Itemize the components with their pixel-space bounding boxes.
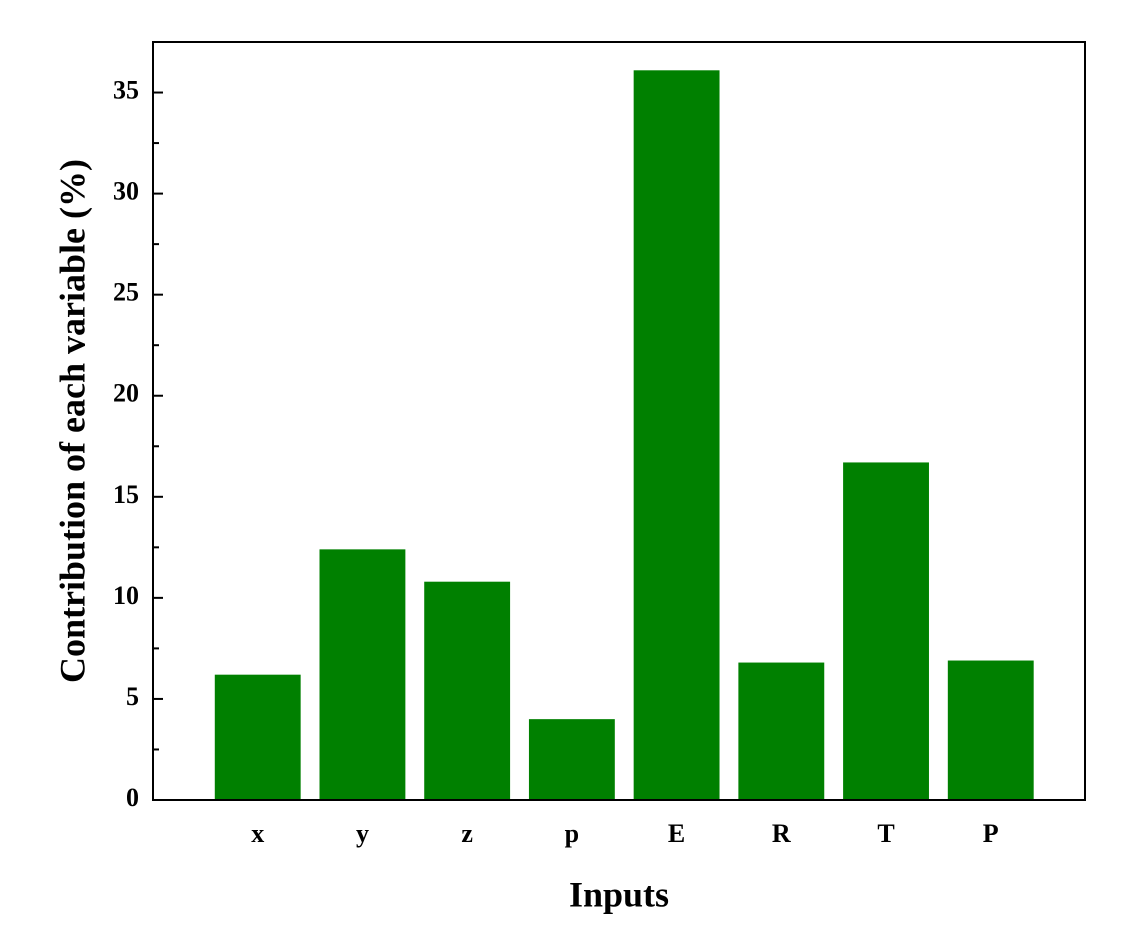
x-tick-label: p <box>565 819 579 848</box>
y-axis-title: Contribution of each variable (%) <box>52 159 92 683</box>
x-tick-label: T <box>877 819 894 848</box>
y-tick-label: 25 <box>113 278 139 307</box>
x-tick-label: x <box>251 819 264 848</box>
y-tick-label: 15 <box>113 480 139 509</box>
x-tick-label: E <box>668 819 685 848</box>
y-tick-label: 10 <box>113 581 139 610</box>
y-tick-label: 0 <box>126 783 139 812</box>
bar <box>843 462 929 800</box>
bar <box>528 719 615 800</box>
y-tick-label: 20 <box>113 379 139 408</box>
y-tick-label: 5 <box>126 682 139 711</box>
x-axis-title: Inputs <box>569 874 669 914</box>
bar <box>738 662 825 800</box>
bar <box>633 70 720 801</box>
bar <box>319 549 406 800</box>
bar <box>947 660 1034 800</box>
bar <box>214 674 301 800</box>
x-tick-label: P <box>983 819 999 848</box>
x-tick-label: z <box>461 819 473 848</box>
x-tick-label: R <box>772 819 791 848</box>
bar <box>424 581 511 800</box>
y-tick-label: 30 <box>113 177 139 206</box>
y-tick-label: 35 <box>113 76 139 105</box>
x-tick-label: y <box>356 819 369 848</box>
plot-frame <box>152 41 1086 801</box>
